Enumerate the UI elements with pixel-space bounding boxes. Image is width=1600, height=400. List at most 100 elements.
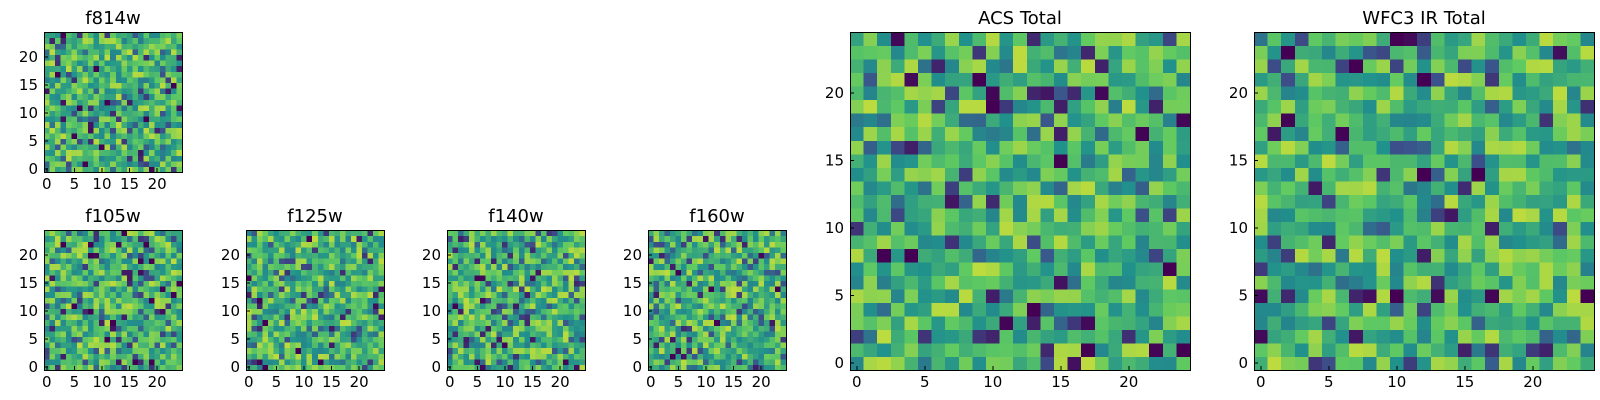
heatmap-cell xyxy=(1026,72,1041,87)
y-tick-label: 0 xyxy=(1238,354,1248,372)
heatmap-cell xyxy=(93,258,100,265)
heatmap-cell xyxy=(77,280,84,287)
heatmap-cell xyxy=(82,314,89,321)
heatmap-cell xyxy=(1013,275,1028,290)
heatmap-cell xyxy=(1081,248,1096,263)
heatmap-cell xyxy=(356,330,363,337)
heatmap-cell xyxy=(262,230,269,237)
heatmap-cell xyxy=(49,76,56,83)
heatmap-cell xyxy=(850,248,865,263)
heatmap-cell xyxy=(780,291,787,298)
heatmap-cell xyxy=(77,48,84,55)
heatmap-cell xyxy=(1458,45,1473,60)
heatmap-cell xyxy=(736,353,743,360)
heatmap-cell xyxy=(148,286,155,293)
heatmap-cell xyxy=(49,314,56,321)
heatmap-cell xyxy=(524,280,531,287)
heatmap-cell xyxy=(44,269,51,276)
heatmap-cell xyxy=(115,93,122,100)
heatmap-cell xyxy=(747,286,754,293)
heatmap-cell xyxy=(176,235,183,242)
heatmap-cell xyxy=(99,330,106,337)
heatmap-cell xyxy=(502,246,509,253)
heatmap-cell xyxy=(529,297,536,304)
heatmap-cell xyxy=(568,246,575,253)
heatmap-cell xyxy=(447,263,454,270)
heatmap-cell xyxy=(659,263,666,270)
heatmap-cell xyxy=(104,230,111,237)
heatmap-cell xyxy=(579,252,586,259)
heatmap-cell xyxy=(378,263,385,270)
heatmap-cell xyxy=(104,291,111,298)
heatmap-cell xyxy=(863,99,878,114)
heatmap-cell xyxy=(1094,342,1109,358)
heatmap-cell xyxy=(170,241,178,248)
heatmap-cell xyxy=(774,336,782,343)
heatmap-cell xyxy=(890,59,905,74)
heatmap-cell xyxy=(579,342,586,349)
heatmap-cell xyxy=(110,286,117,293)
heatmap-cell xyxy=(518,235,525,242)
heatmap-cell xyxy=(736,319,743,326)
heatmap-cell xyxy=(986,99,1001,114)
heatmap-cell xyxy=(653,319,660,326)
heatmap-cell xyxy=(154,252,161,259)
heatmap-cell xyxy=(66,110,73,117)
heatmap-cell xyxy=(703,258,710,265)
heatmap-cell xyxy=(1335,59,1350,74)
heatmap-cell xyxy=(686,314,693,321)
heatmap-cell xyxy=(1267,194,1282,209)
heatmap-cell xyxy=(540,252,547,259)
heatmap-cell xyxy=(290,325,297,332)
heatmap-cell xyxy=(931,167,946,182)
heatmap-cell xyxy=(165,314,172,321)
heatmap-cell xyxy=(126,48,133,55)
heatmap-cell xyxy=(758,241,765,248)
heatmap-cell xyxy=(648,342,655,349)
heatmap-cell xyxy=(367,314,374,321)
heatmap-cell xyxy=(49,246,56,253)
heatmap-cell xyxy=(562,230,570,237)
heatmap-cell xyxy=(1067,288,1082,303)
heatmap-cell xyxy=(1362,113,1377,128)
heatmap-cell xyxy=(170,104,178,111)
heatmap-cell xyxy=(148,110,155,117)
heatmap-cell xyxy=(1539,275,1554,290)
heatmap-cell xyxy=(730,252,737,259)
heatmap-cell xyxy=(66,88,73,95)
heatmap-cell xyxy=(279,280,286,287)
heatmap-cell xyxy=(972,180,987,195)
heatmap-cell xyxy=(93,353,100,360)
heatmap-cell xyxy=(99,258,106,265)
heatmap-cell xyxy=(1122,234,1137,249)
heatmap-cell xyxy=(1149,356,1164,371)
heatmap-cell xyxy=(686,274,693,281)
heatmap-cell xyxy=(579,280,586,287)
heatmap-cell xyxy=(1040,234,1055,249)
heatmap-cell xyxy=(507,358,514,365)
heatmap-cell xyxy=(176,121,183,128)
heatmap-cell xyxy=(719,286,726,293)
heatmap-cell xyxy=(115,325,122,332)
heatmap-cell xyxy=(306,291,313,298)
heatmap-cell xyxy=(1013,356,1028,371)
heatmap-cell xyxy=(55,235,62,242)
heatmap-cell xyxy=(568,342,575,349)
heatmap-cell xyxy=(999,167,1014,182)
heatmap-cell xyxy=(88,308,95,315)
heatmap-cell xyxy=(692,252,699,259)
heatmap-cell xyxy=(148,149,155,156)
heatmap-cell xyxy=(758,330,765,337)
heatmap-cell xyxy=(463,291,470,298)
heatmap-cell xyxy=(562,263,570,270)
heatmap-cell xyxy=(491,358,498,365)
heatmap-cell xyxy=(378,308,385,315)
heatmap-cell xyxy=(1308,315,1323,331)
heatmap-cell xyxy=(496,241,503,248)
heatmap-cell xyxy=(126,37,133,44)
heatmap-cell xyxy=(540,286,547,293)
heatmap-cell xyxy=(524,230,531,237)
heatmap-cell xyxy=(345,230,352,237)
heatmap-cell xyxy=(148,160,155,167)
